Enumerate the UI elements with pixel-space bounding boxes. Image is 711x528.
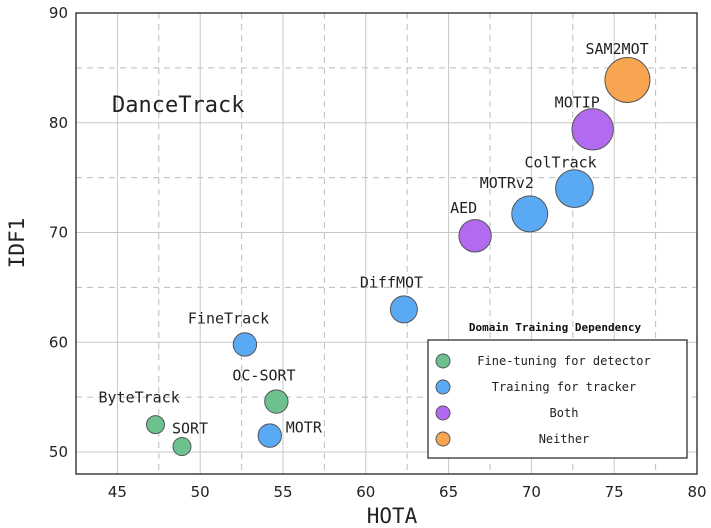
point-label: OC-SORT [232,367,295,385]
data-point [458,219,492,253]
y-tick-label: 80 [49,114,68,132]
x-tick-label: 80 [687,483,706,501]
legend-marker [435,431,451,447]
point-label: DiffMOT [360,273,423,291]
legend: Domain Training Dependency Fine-tuning f… [427,321,688,459]
plot-frame [75,12,698,475]
point-label: MOTRv2 [480,174,534,192]
y-tick-label: 50 [49,443,68,461]
data-point [257,423,282,448]
legend-marker [435,353,451,369]
axis-ticks: 45 50 55 60 65 70 75 80 50 60 70 80 90 [49,4,707,501]
x-tick-label: 50 [191,483,210,501]
x-tick-label: 75 [605,483,624,501]
x-tick-label: 60 [356,483,375,501]
y-tick-label: 60 [49,333,68,351]
y-tick-label: 70 [49,224,68,242]
legend-marker [435,379,451,395]
data-point [172,437,192,457]
data-point [511,195,549,233]
point-label: AED [450,199,477,217]
legend-entry-label: Neither [539,432,590,446]
point-label: SAM2MOT [585,40,648,58]
y-axis-label: IDF1 [5,218,29,269]
data-point [232,332,258,357]
legend-title: Domain Training Dependency [469,321,642,334]
data-point [604,56,651,103]
legend-marker [435,405,451,421]
x-tick-label: 65 [439,483,458,501]
data-point [389,295,418,324]
point-label: FineTrack [188,309,269,327]
data-point [571,108,614,151]
data-point [555,169,594,209]
x-tick-label: 55 [273,483,292,501]
point-label: ByteTrack [98,389,179,407]
legend-entry-label: Both [550,406,579,420]
legend-box [427,339,688,459]
x-tick-label: 70 [522,483,541,501]
legend-entry-label: Training for tracker [492,380,637,394]
point-label: MOTIP [555,93,600,111]
point-label: ColTrack [524,154,596,172]
point-label: SORT [172,420,208,438]
x-axis-label: HOTA [367,504,418,528]
panel-label: DanceTrack [112,93,244,118]
data-points: SORT ByteTrack OC-SORT MOTR FineTrack DiffMOT… [98,40,651,457]
x-tick-label: 45 [108,483,127,501]
data-point [264,389,289,414]
y-tick-label: 90 [49,4,68,22]
point-label: MOTR [286,419,323,437]
data-point [145,415,165,435]
legend-entry-label: Fine-tuning for detector [477,354,650,368]
